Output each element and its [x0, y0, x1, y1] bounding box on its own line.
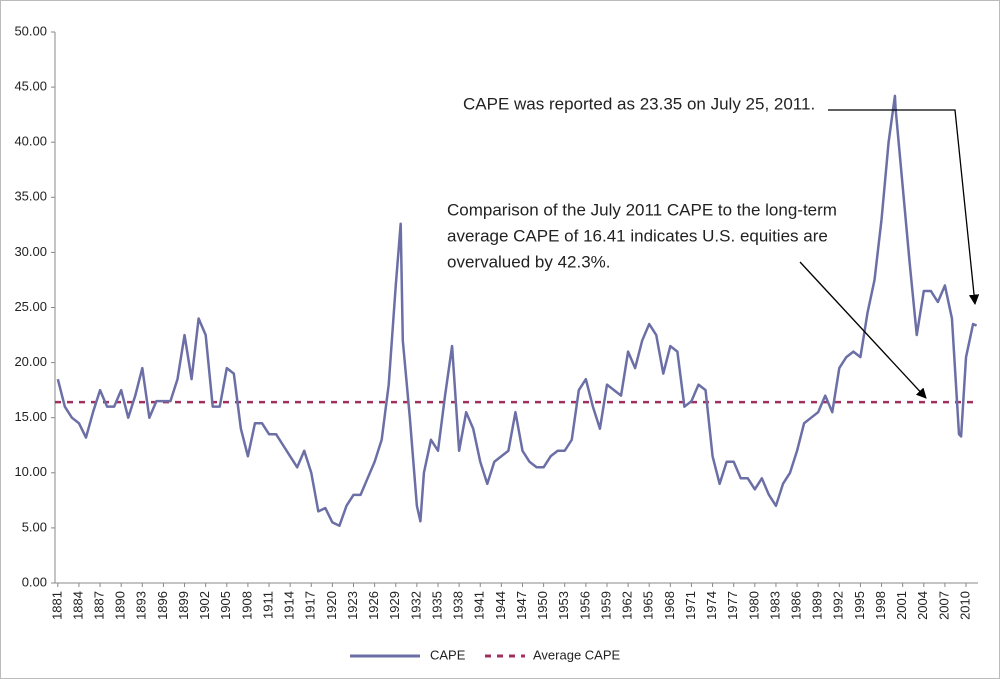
x-tick-label: 1980 — [746, 591, 761, 620]
annotation: average CAPE of 16.41 indicates U.S. equ… — [447, 226, 828, 245]
x-tick-label: 1974 — [704, 591, 719, 620]
y-tick-label: 15.00 — [14, 409, 47, 424]
y-tick-label: 35.00 — [14, 189, 47, 204]
x-tick-label: 1953 — [556, 591, 571, 620]
x-tick-label: 1905 — [218, 591, 233, 620]
x-tick-label: 1959 — [598, 591, 613, 620]
cape-line — [56, 94, 978, 527]
x-tick-label: 1998 — [873, 591, 888, 620]
y-tick-label: 40.00 — [14, 134, 47, 149]
x-tick-label: 1923 — [345, 591, 360, 620]
x-tick-label: 1896 — [155, 591, 170, 620]
x-tick-label: 2010 — [957, 591, 972, 620]
annotation: overvalued by 42.3%. — [447, 252, 611, 271]
x-tick-label: 1926 — [366, 591, 381, 620]
annotation: CAPE was reported as 23.35 on July 25, 2… — [463, 94, 815, 113]
y-tick-label: 30.00 — [14, 244, 47, 259]
x-tick-label: 1920 — [324, 591, 339, 620]
x-tick-label: 1971 — [683, 591, 698, 620]
x-tick-label: 1992 — [831, 591, 846, 620]
y-tick-label: 25.00 — [14, 299, 47, 314]
legend-label: Average CAPE — [533, 647, 621, 662]
arrow — [799, 261, 927, 399]
plot-area: 0.00 5.00 10.00 15.00 20.00 25.00 30.00 35.00 40… — [14, 23, 978, 620]
x-tick-label: 1935 — [429, 591, 444, 620]
x-tick-label: 1902 — [197, 591, 212, 620]
x-tick-label: 2001 — [894, 591, 909, 620]
y-tick-label: 20.00 — [14, 354, 47, 369]
x-tick-label: 1929 — [387, 591, 402, 620]
legend: CAPE Average CAPE — [350, 647, 621, 662]
x-tick-label: 1890 — [113, 591, 128, 620]
y-tick-label: 10.00 — [14, 464, 47, 479]
x-tick-label: 1956 — [577, 591, 592, 620]
x-tick-label: 1965 — [641, 591, 656, 620]
x-tick-label: 1884 — [70, 591, 85, 620]
arrow — [828, 109, 980, 306]
x-tick-label: 1914 — [282, 591, 297, 620]
x-tick-label: 1917 — [303, 591, 318, 620]
x-tick-label: 1950 — [535, 591, 550, 620]
x-tick-label: 1941 — [472, 591, 487, 620]
x-tick-label: 1962 — [620, 591, 635, 620]
x-tick-label: 1977 — [725, 591, 740, 620]
y-tick-label: 50.00 — [14, 23, 47, 38]
x-tick-label: 1968 — [662, 591, 677, 620]
x-tick-label: 1911 — [260, 591, 275, 619]
x-tick-label: 1938 — [451, 591, 466, 620]
x-tick-label: 1899 — [176, 591, 191, 620]
x-tick-label: 1989 — [810, 591, 825, 620]
x-tick-label: 1881 — [49, 591, 64, 620]
y-tick-label: 45.00 — [14, 79, 47, 94]
x-tick-label: 1983 — [767, 591, 782, 620]
legend-label: CAPE — [430, 647, 466, 662]
x-tick-label: 1986 — [788, 591, 803, 620]
y-tick-label: 0.00 — [22, 574, 47, 589]
x-tick-label: 1887 — [91, 591, 106, 620]
x-tick-label: 1932 — [408, 591, 423, 620]
x-tick-label: 2007 — [936, 591, 951, 620]
x-tick-label: 1893 — [134, 591, 149, 620]
x-tick-label: 1944 — [493, 591, 508, 620]
x-tick-label: 2004 — [915, 591, 930, 620]
annotation: Comparison of the July 2011 CAPE to the … — [447, 200, 837, 219]
x-tick-label: 1995 — [852, 591, 867, 620]
x-tick-label: 1947 — [514, 591, 529, 620]
x-tick-label: 1908 — [239, 591, 254, 620]
y-tick-label: 5.00 — [22, 519, 47, 534]
